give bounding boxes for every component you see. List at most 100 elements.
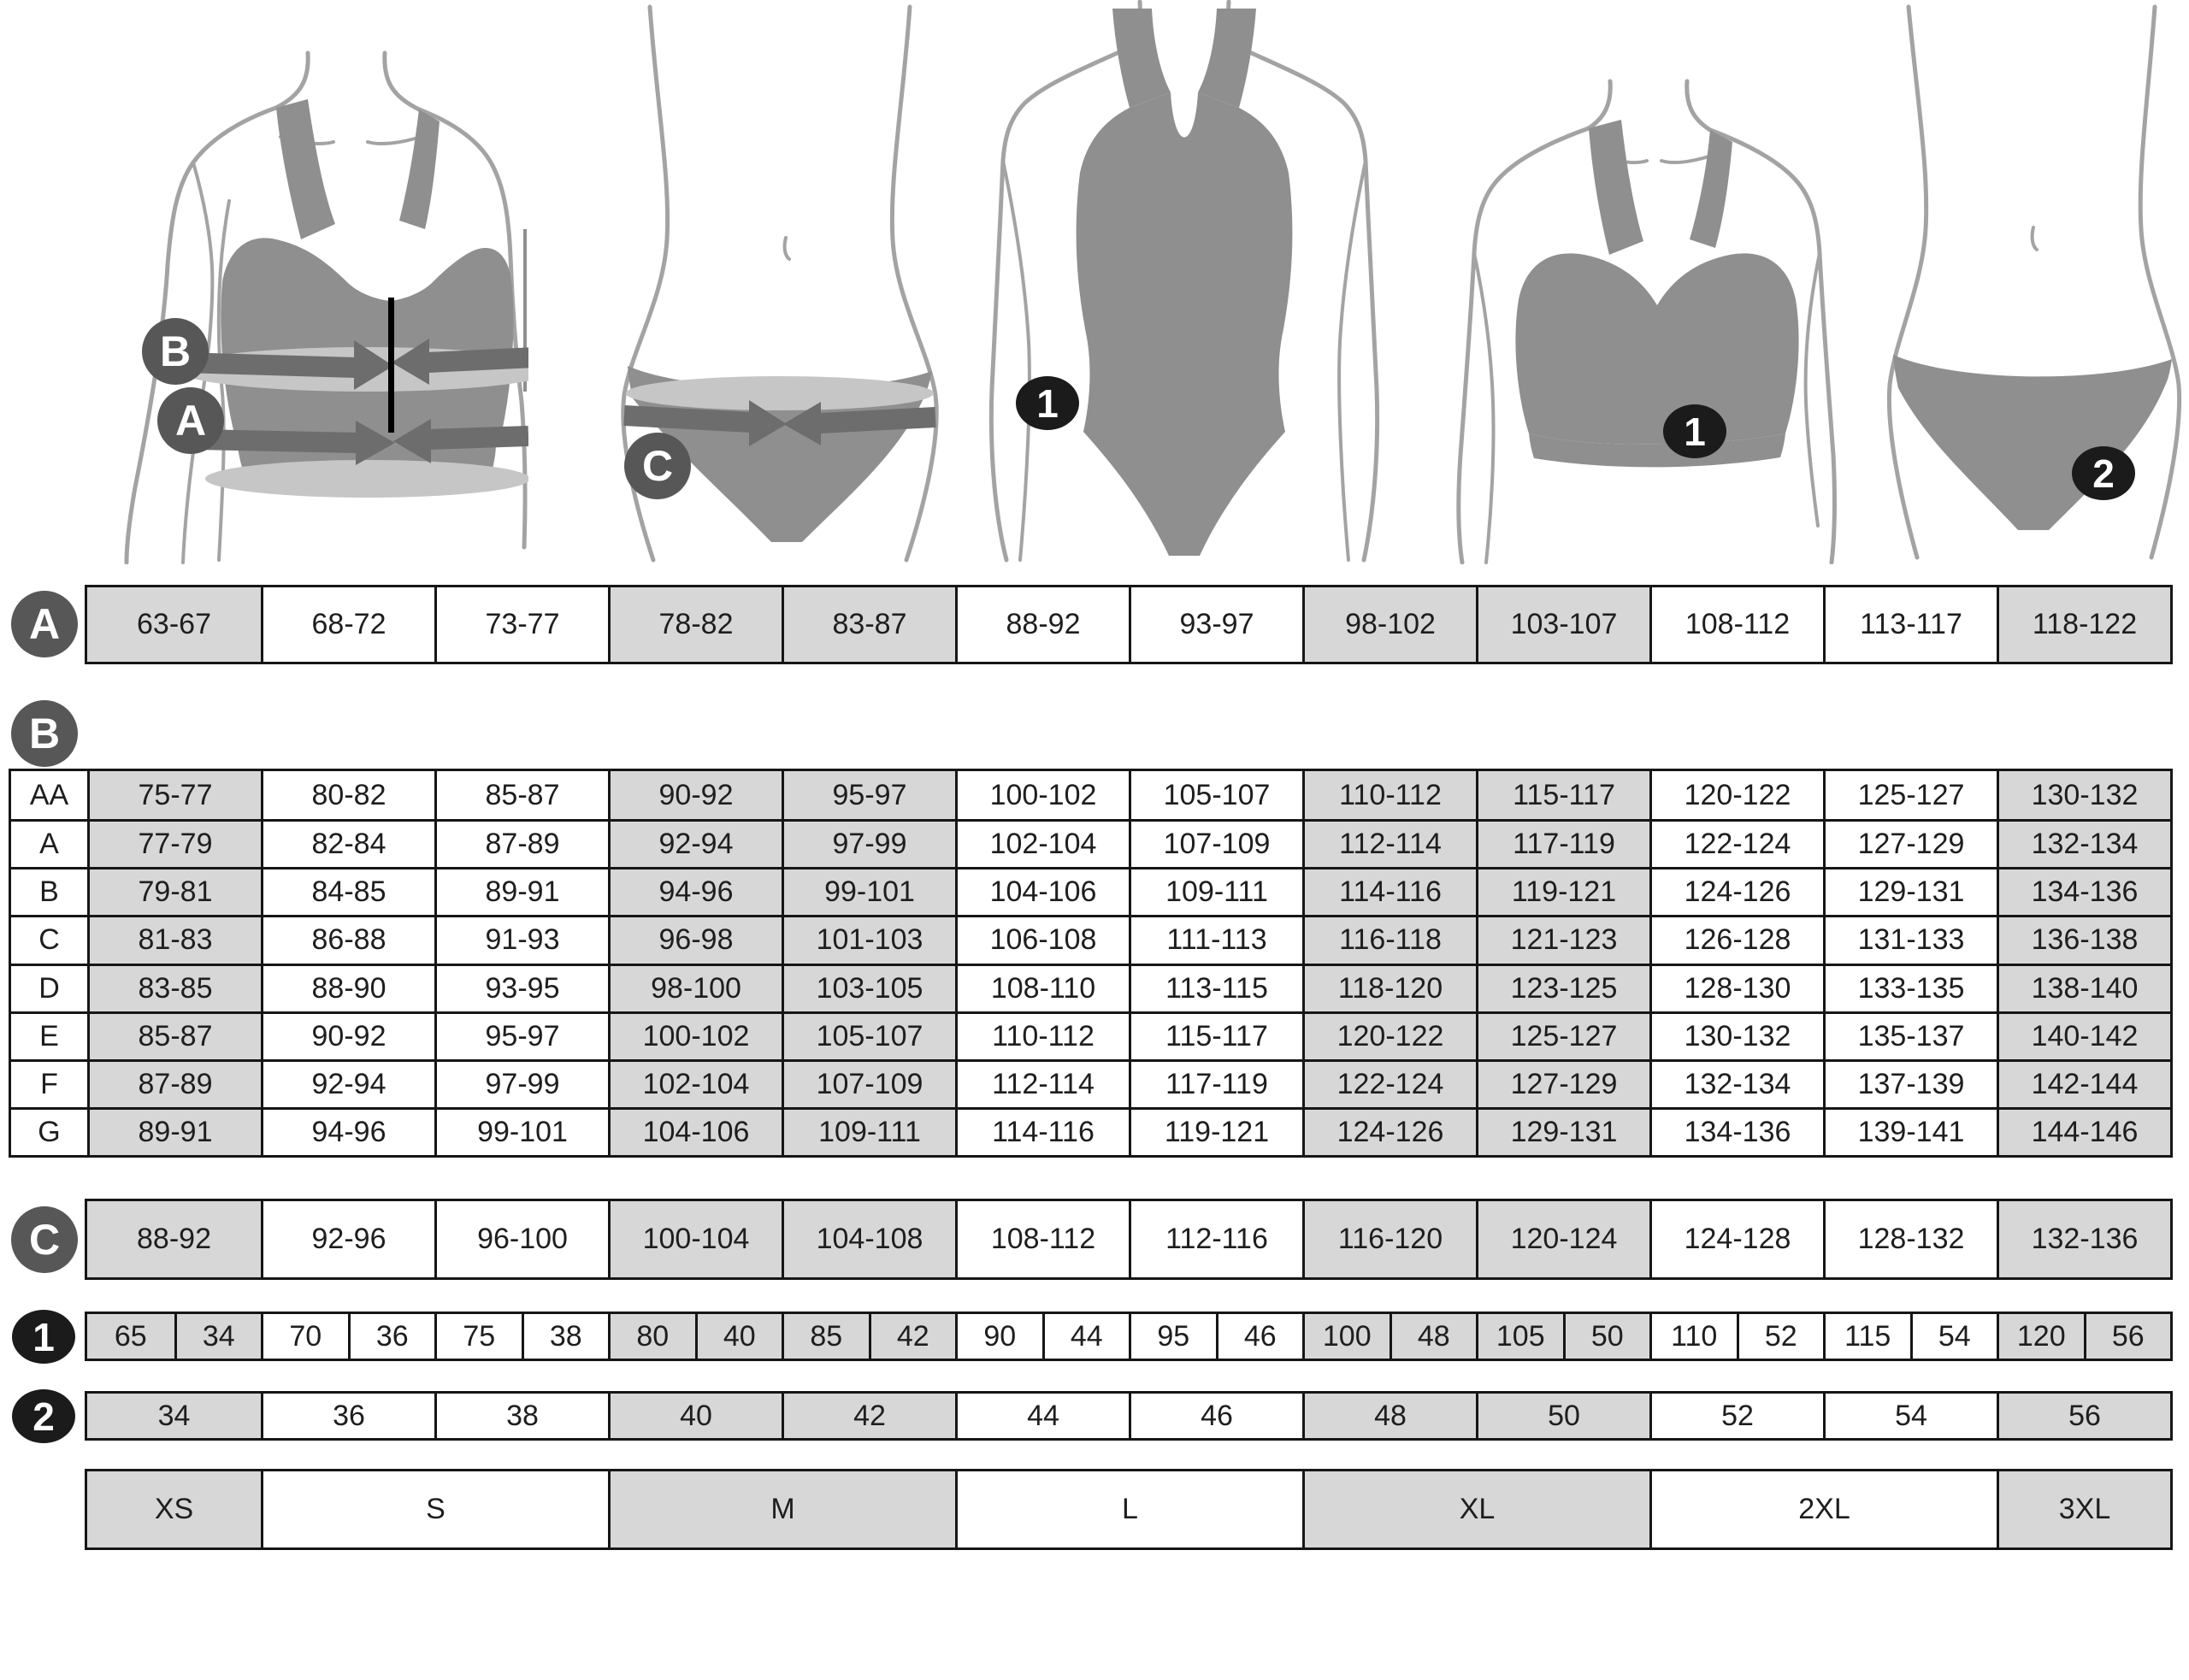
size-cell: XS (87, 1471, 261, 1547)
cell: 110-112 (955, 1013, 1129, 1059)
cell: 78-82 (608, 587, 782, 662)
cell: 109-111 (782, 1109, 955, 1155)
bra-measurement-figure (124, 50, 528, 564)
cell: 110-112 (1302, 771, 1476, 820)
cell: 93-97 (1129, 587, 1302, 662)
arm-outline (1803, 251, 1821, 528)
hip-measure-badge: C (624, 433, 691, 499)
cell: 87-89 (87, 1061, 261, 1107)
cell: 104-108 (782, 1201, 955, 1277)
cell: 117-119 (1129, 1061, 1302, 1107)
torso-outline (1886, 4, 1929, 560)
collarbone-line (1660, 154, 1714, 164)
cup-row: C 81-83 86-88 91-93 96-98 101-103 106-10… (11, 915, 2170, 964)
cell: 68-72 (261, 587, 434, 662)
cell: 110 (1649, 1314, 1737, 1359)
cell: 128-130 (1649, 965, 1823, 1011)
neck-outline (274, 50, 310, 110)
cell: 44 (955, 1394, 1129, 1438)
cup-row: E 85-87 90-92 95-97 100-102 105-107 110-… (11, 1011, 2170, 1059)
cell: 144-146 (1997, 1109, 2170, 1155)
cell: 96-100 (434, 1201, 608, 1277)
cell: 138-140 (1997, 965, 2170, 1011)
cell: 73-77 (434, 587, 608, 662)
cup-label: C (38, 923, 60, 957)
cell: 94-96 (608, 869, 782, 916)
cup-row: A 77-79 82-84 87-89 92-94 97-99 102-104 … (11, 819, 2170, 868)
bra-strap (276, 99, 335, 239)
measure-arrow (428, 426, 528, 450)
cell: 117-119 (1476, 822, 1649, 868)
torso-outline (216, 199, 231, 562)
cell: 128-132 (1823, 1201, 1997, 1277)
cell: 92-96 (261, 1201, 434, 1277)
row-2-badge: 2 (12, 1389, 75, 1443)
cell: 77-79 (87, 822, 261, 868)
cell: 109-111 (1129, 869, 1302, 916)
cell: 121-123 (1476, 917, 1649, 964)
cup-label: AA (29, 778, 69, 811)
cell: 104-106 (955, 869, 1129, 916)
cup-label: F (40, 1067, 58, 1100)
arm-outline (1456, 126, 1591, 564)
bra-size-badge: 1 (1663, 404, 1726, 458)
measure-arrow (196, 429, 358, 453)
cell: 130-132 (1649, 1013, 1823, 1059)
cell: 65 (87, 1314, 174, 1359)
cell: 119-121 (1129, 1109, 1302, 1155)
cell: 88-92 (955, 587, 1129, 662)
bra-cups (1515, 253, 1799, 445)
neck-outline (382, 50, 422, 112)
arm-outline (1708, 127, 1837, 564)
cell: 116-118 (1302, 917, 1476, 964)
cell: 101-103 (782, 917, 955, 964)
row-1-badge: 1 (12, 1310, 75, 1364)
cell: 142-144 (1997, 1061, 2170, 1107)
bust-measure-badge: B (142, 318, 209, 385)
cell: 95-97 (782, 771, 955, 820)
cell: 99-101 (434, 1109, 608, 1155)
bra-figure (1456, 79, 1837, 564)
swimsuit-torso (1076, 173, 1293, 432)
cell: 34 (87, 1394, 261, 1438)
cup-label: A (39, 828, 59, 861)
cell: 127-129 (1823, 822, 1997, 868)
cell: 54 (1823, 1394, 1997, 1438)
cell: 79-81 (87, 869, 261, 916)
cell: 94-96 (261, 1109, 434, 1155)
cell: 46 (1215, 1314, 1303, 1359)
cell: 105-107 (1129, 771, 1302, 820)
cell: 112-116 (1129, 1201, 1302, 1277)
cell: 116-120 (1302, 1201, 1476, 1277)
row-c-badge: C (11, 1206, 78, 1273)
cell: 95-97 (434, 1013, 608, 1059)
cell: 103-107 (1476, 587, 1649, 662)
cell: 102-104 (608, 1061, 782, 1107)
measure-arrow (181, 352, 357, 378)
cell: 75-77 (87, 771, 261, 820)
cell: 108-112 (1649, 587, 1823, 662)
arm-outline (416, 107, 528, 550)
cell: 118-120 (1302, 965, 1476, 1011)
cell: 46 (1129, 1394, 1302, 1438)
cell: 120-124 (1476, 1201, 1649, 1277)
cell: 98-102 (1302, 587, 1476, 662)
cell: 54 (1909, 1314, 1997, 1359)
cell: 96-98 (608, 917, 782, 964)
cell: 137-139 (1823, 1061, 1997, 1107)
cup-size-table: AA 75-77 80-82 85-87 90-92 95-97 100-102… (9, 769, 2173, 1158)
hip-measuring-band (626, 376, 934, 410)
cell: 103-105 (782, 965, 955, 1011)
cup-label: E (39, 1019, 59, 1052)
cell: 40 (608, 1394, 782, 1438)
cell: 38 (521, 1314, 609, 1359)
cell: 106-108 (955, 917, 1129, 964)
cell: 105-107 (782, 1013, 955, 1059)
cell: 70 (261, 1314, 348, 1359)
navel-mark (782, 236, 791, 261)
briefs-shape (1893, 355, 2172, 530)
cell: 36 (261, 1394, 434, 1438)
size-cell: S (261, 1471, 608, 1547)
cell: 130-132 (1997, 771, 2170, 820)
cell: 129-131 (1476, 1109, 1649, 1155)
